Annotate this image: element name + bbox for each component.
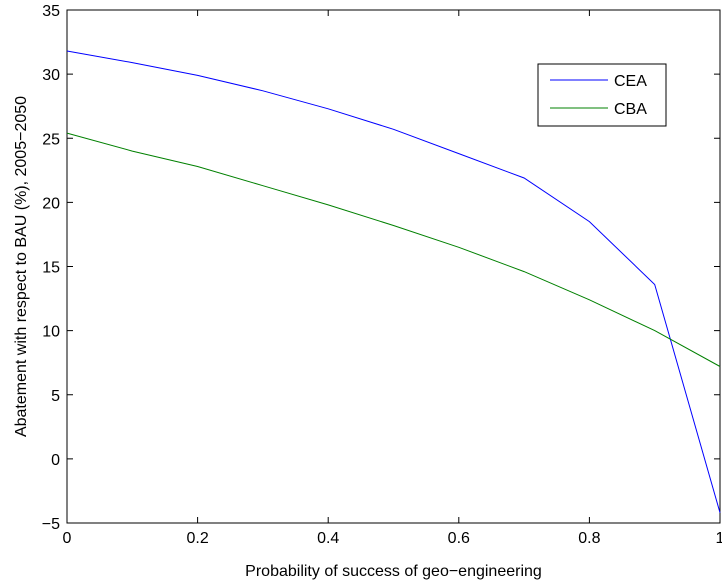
y-tick-label: 25 bbox=[42, 131, 60, 148]
x-tick-label: 0.6 bbox=[448, 530, 470, 547]
y-tick-label: 20 bbox=[42, 195, 60, 212]
x-tick-label: 0.4 bbox=[317, 530, 339, 547]
legend-box bbox=[537, 63, 667, 127]
y-tick-label: 5 bbox=[51, 388, 60, 405]
y-tick-label: 15 bbox=[42, 260, 60, 277]
x-tick-label: 0.2 bbox=[186, 530, 208, 547]
y-tick-label: 35 bbox=[42, 3, 60, 20]
x-tick-label: 0 bbox=[63, 530, 72, 547]
legend-label-cea: CEA bbox=[614, 73, 647, 90]
x-axis-label: Probability of success of geo−engineerin… bbox=[245, 563, 542, 580]
y-tick-label: 10 bbox=[42, 324, 60, 341]
series-line-cea bbox=[66, 50, 721, 513]
y-tick-label: −5 bbox=[42, 516, 60, 533]
legend: CEA CBA bbox=[537, 63, 667, 127]
x-tick-label: 1 bbox=[716, 530, 722, 547]
y-axis-label: Abatement with respect to BAU (%), 2005−… bbox=[13, 96, 30, 437]
y-tick-label: 30 bbox=[42, 67, 60, 84]
series-line-cba bbox=[66, 132, 721, 367]
x-tick-label: 0.8 bbox=[578, 530, 600, 547]
y-tick-label: 0 bbox=[51, 452, 60, 469]
legend-label-cba: CBA bbox=[614, 101, 647, 118]
